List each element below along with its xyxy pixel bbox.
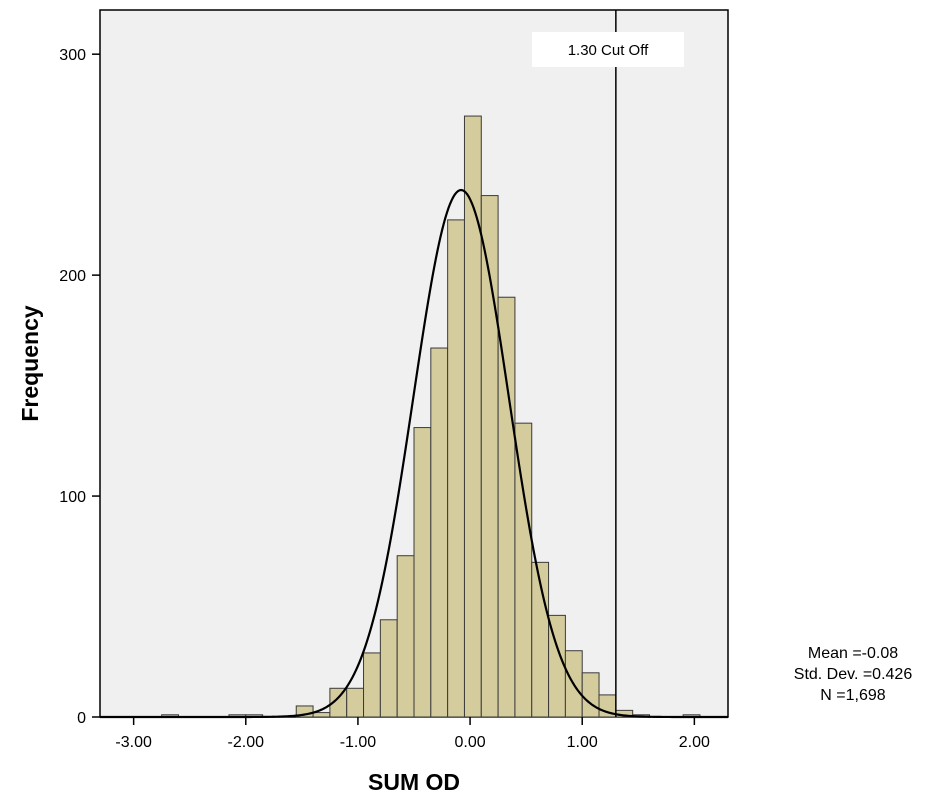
- histogram-bar-20: [581, 672, 600, 718]
- x-axis-title: SUM OD: [368, 769, 460, 795]
- stats-std-dev: Std. Dev. =0.426: [794, 666, 913, 683]
- histogram-bar-11: [430, 347, 449, 718]
- histogram-bar-6: [346, 687, 365, 718]
- y-tick-label: 0: [77, 710, 86, 727]
- stats-n: N =1,698: [820, 687, 885, 704]
- x-tick-label: 0.00: [455, 734, 486, 751]
- x-tick-label: -2.00: [228, 734, 265, 751]
- histogram-bar-7: [363, 652, 381, 718]
- histogram-bar-8: [379, 619, 398, 718]
- x-tick-label: -3.00: [115, 734, 152, 751]
- histogram-bar-3: [295, 705, 314, 718]
- histogram-bar-9: [396, 555, 415, 718]
- y-tick-label: 200: [59, 268, 86, 285]
- histogram-bar-15: [497, 296, 516, 718]
- histogram-bar-16: [514, 422, 533, 718]
- cutoff-label: 1.30 Cut Off: [568, 42, 649, 59]
- x-tick-label: -1.00: [340, 734, 377, 751]
- histogram-bar-12: [447, 219, 465, 718]
- normal-curve-line: [100, 188, 728, 719]
- histogram-bar-4: [312, 712, 331, 718]
- stats-mean: Mean =-0.08: [808, 645, 898, 662]
- y-axis-ticks: 0 100 200 300: [59, 47, 100, 727]
- y-tick-label: 300: [59, 47, 86, 64]
- cutoff-label-box: [532, 32, 684, 67]
- x-tick-label: 2.00: [679, 734, 710, 751]
- histogram-bars: [161, 115, 701, 718]
- y-axis-title: Frequency: [17, 305, 43, 422]
- x-tick-label: 1.00: [567, 734, 598, 751]
- y-tick-label: 100: [59, 489, 86, 506]
- x-axis-ticks: -3.00 -2.00 -1.00 0.00 1.00 2.00: [115, 717, 710, 751]
- histogram-bar-10: [413, 427, 432, 718]
